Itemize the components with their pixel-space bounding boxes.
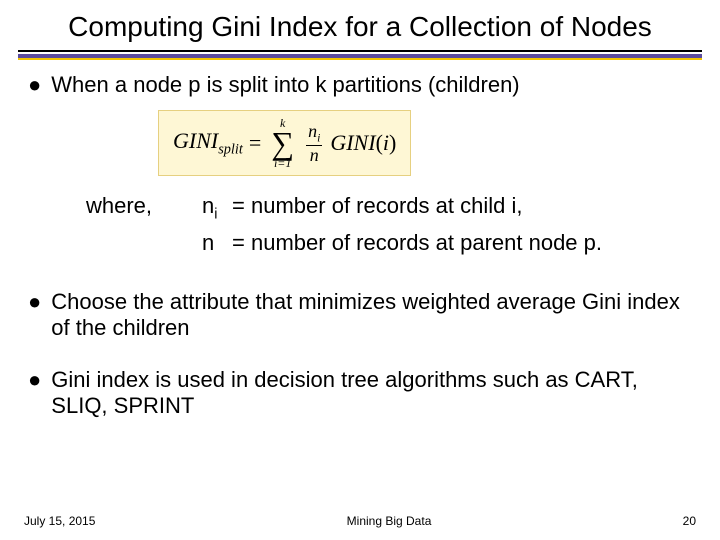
- where-sym-n: n: [202, 229, 232, 257]
- footer-title: Mining Big Data: [347, 514, 432, 528]
- where-line-1: ni = number of records at child i,: [202, 192, 602, 228]
- title-underline: [18, 50, 702, 60]
- slide-title: Computing Gini Index for a Collection of…: [0, 0, 720, 50]
- bullet-text-3: Gini index is used in decision tree algo…: [51, 367, 692, 419]
- rule-black: [18, 50, 702, 52]
- bullet-text-1: When a node p is split into k partitions…: [51, 72, 519, 98]
- slide-footer: July 15, 2015 Mining Big Data 20: [0, 514, 720, 528]
- sum-lower: i=1: [274, 157, 291, 169]
- formula-equals: =: [249, 130, 261, 156]
- slide-content: ● When a node p is split into k partitio…: [0, 72, 720, 419]
- formula-lhs: GINIsplit: [173, 128, 243, 158]
- bullet-icon: ●: [28, 72, 41, 98]
- gini-split-formula: GINIsplit = k ∑ i=1 ni n GINI(i): [158, 110, 411, 177]
- bullet-item-3: ● Gini index is used in decision tree al…: [28, 367, 692, 419]
- frac-numerator: ni: [306, 122, 322, 145]
- where-definitions: ni = number of records at child i, n = n…: [202, 192, 602, 256]
- footer-date: July 15, 2015: [24, 514, 95, 528]
- bullet-icon: ●: [28, 289, 41, 315]
- formula-fraction: ni n: [306, 122, 322, 163]
- bullet-item-2: ● Choose the attribute that minimizes we…: [28, 289, 692, 341]
- rule-yellow: [18, 58, 702, 60]
- where-label: where,: [86, 192, 152, 256]
- frac-denominator: n: [308, 146, 321, 164]
- formula-summation: k ∑ i=1: [271, 117, 294, 170]
- footer-page-number: 20: [683, 514, 696, 528]
- formula-rhs: GINI(i): [330, 130, 396, 156]
- sigma-icon: ∑: [271, 129, 294, 158]
- bullet-icon: ●: [28, 367, 41, 393]
- where-block: where, ni = number of records at child i…: [86, 192, 692, 256]
- where-sym-ni: ni: [202, 192, 232, 228]
- where-line-2: n = number of records at parent node p.: [202, 229, 602, 257]
- where-def-2: = number of records at parent node p.: [232, 229, 602, 257]
- bullet-text-2: Choose the attribute that minimizes weig…: [51, 289, 692, 341]
- where-def-1: = number of records at child i,: [232, 192, 522, 228]
- formula-container: GINIsplit = k ∑ i=1 ni n GINI(i): [158, 110, 692, 177]
- bullet-item-1: ● When a node p is split into k partitio…: [28, 72, 692, 98]
